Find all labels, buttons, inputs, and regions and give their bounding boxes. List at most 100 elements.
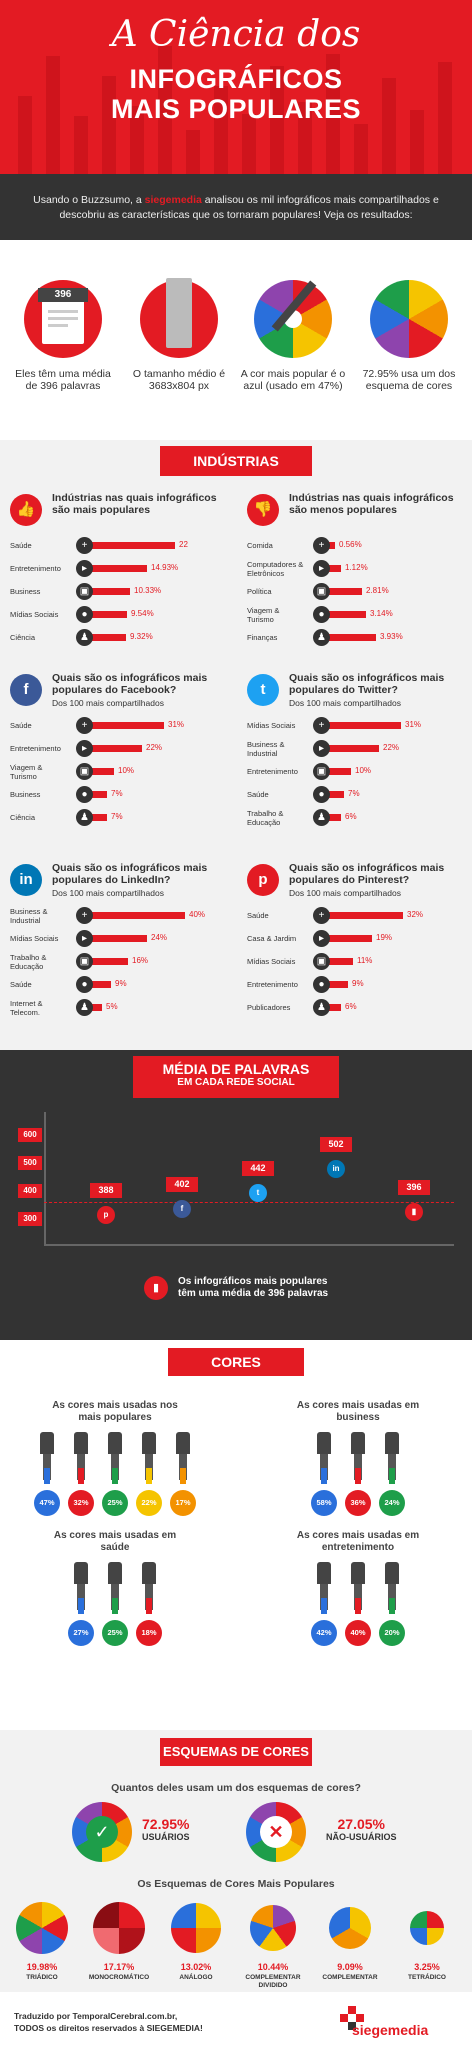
scheme-value: 9.09% — [337, 1962, 363, 1972]
color-percent: 42% — [311, 1620, 337, 1646]
pinterest-icon: p — [97, 1205, 115, 1224]
bar-row: Saúde +22 — [10, 534, 235, 557]
x-icon: ✕ — [260, 1816, 292, 1848]
color-percent: 25% — [102, 1620, 128, 1646]
bar-value: 1.12% — [345, 563, 368, 572]
category-icon: + — [313, 537, 330, 554]
scheme-wheel — [329, 1907, 371, 1949]
bar-row: Saúde +31% — [10, 714, 235, 737]
bar-value: 5% — [106, 1002, 118, 1011]
bar-value: 7% — [348, 789, 360, 798]
bar-value: 22 — [179, 540, 188, 549]
block-header: t Quais são os infográficos mais populare… — [247, 670, 472, 714]
block-title: Quais são os infográficos mais populares… — [52, 862, 208, 886]
point-label: 502 — [320, 1137, 352, 1153]
bar-label: Ciência — [10, 633, 36, 642]
bar-row: Entretenimento ▸ 22% — [10, 737, 235, 760]
bar-row: Saúde +32% — [247, 904, 472, 927]
title-line-1: INFOGRÁFICOS — [129, 64, 343, 94]
dropper-icon: 17% — [170, 1432, 196, 1522]
nonusers-stat: 27.05% NÃO-USUÁRIOS — [326, 1816, 397, 1842]
bar-value: 9.54% — [131, 609, 154, 618]
bar-label: Saúde — [247, 790, 269, 799]
dropper-icon: 58% — [311, 1432, 337, 1522]
bar — [327, 565, 341, 572]
colors-section: CORES As cores mais usadas nos mais popu… — [0, 1340, 472, 1730]
scheme-wheel — [93, 1902, 145, 1954]
stat-words-text: Eles têm uma média de 396 palavras — [15, 368, 111, 392]
bar-label: Viagem & Turismo — [247, 605, 280, 624]
color-wheel-dropper-icon — [254, 280, 332, 358]
bar-label: Saúde — [247, 911, 269, 920]
industry-block-popular: 👍 Indústrias nas quais infográficos são m… — [10, 490, 235, 649]
linkedin-icon: in — [327, 1160, 345, 1179]
dropper-icon: 40% — [345, 1562, 371, 1652]
scheme-value: 10.44% — [257, 1962, 289, 1972]
bar — [327, 912, 403, 919]
category-icon: ♟ — [313, 629, 330, 646]
category-icon: ● — [313, 976, 330, 993]
facebook-icon: f — [10, 674, 42, 706]
bar-row: Finanças ♟ 3.93% — [247, 626, 472, 649]
y-tick: 500 — [18, 1156, 42, 1170]
block-title: Quais são os infográficos mais populares… — [289, 862, 445, 886]
bar — [90, 634, 126, 641]
color-group-title: As cores mais usadas em entretenimento — [296, 1530, 420, 1553]
bar-label: Business — [10, 587, 41, 596]
stat-color: A cor mais popular é o azul (usado em 47… — [238, 280, 348, 392]
dropper-icon: 27% — [68, 1562, 94, 1652]
color-group-title: As cores mais usadas em saúde — [53, 1530, 177, 1553]
category-icon: + — [313, 907, 330, 924]
bar-label: Política — [247, 587, 272, 596]
schemes-banner: ESQUEMAS DE CORES — [160, 1738, 312, 1766]
colors-banner: CORES — [168, 1348, 304, 1376]
color-percent: 18% — [136, 1620, 162, 1646]
color-percent: 40% — [345, 1620, 371, 1646]
words-caption: Os infográficos mais populares têm uma m… — [178, 1276, 328, 1300]
bar-row: Computadores & Eletrônicos ▸ 1.12% — [247, 557, 472, 580]
bar-value: 2.81% — [366, 586, 389, 595]
words-banner-title: MÉDIA DE PALAVRAS — [162, 1061, 310, 1077]
stat-scheme: 72.95% usa um dos esquema de cores — [354, 280, 464, 392]
stat-scheme-text: 72.95% usa um dos esquema de cores — [362, 368, 456, 392]
bar-value: 6% — [345, 812, 357, 821]
dropper-icon: 25% — [102, 1562, 128, 1652]
footer: Traduzido por TemporalCerebral.com.br, T… — [0, 1992, 472, 2048]
bar — [327, 981, 348, 988]
category-icon: ♟ — [76, 629, 93, 646]
scheme-wheel — [16, 1902, 68, 1954]
bar-label: Entretenimento — [247, 767, 298, 776]
bar-value: 10.33% — [134, 586, 162, 595]
x-axis — [44, 1244, 454, 1246]
dropper-icon: 18% — [136, 1562, 162, 1652]
bar — [327, 791, 344, 798]
category-icon: + — [76, 907, 93, 924]
bar — [327, 634, 376, 641]
intro-brand: siegemedia — [144, 194, 202, 206]
bar-label: Business & Industrial — [10, 906, 48, 925]
industries-banner: INDÚSTRIAS — [160, 446, 312, 476]
bar-row: Ciência ♟ 9.32% — [10, 626, 235, 649]
header: A Ciência dos INFOGRÁFICOS MAIS POPULARE… — [0, 0, 472, 174]
bar-row: Trabalho & Educação ♟ 6% — [247, 806, 472, 829]
scheme-label: TRIÁDICO — [26, 1974, 58, 1981]
dropper-icon: 24% — [379, 1432, 405, 1522]
color-percent: 36% — [345, 1490, 371, 1516]
users-value: 72.95% — [142, 1816, 190, 1832]
bar-value: 24% — [151, 933, 168, 942]
bar — [327, 542, 335, 549]
y-tick: 600 — [18, 1128, 42, 1142]
category-icon: + — [313, 717, 330, 734]
bar-label: Trabalho & Educação — [10, 952, 47, 971]
bar — [327, 814, 341, 821]
bar-row: Saúde ● 7% — [247, 783, 472, 806]
industry-block-facebook: f Quais são os infográficos mais populare… — [10, 670, 235, 829]
color-group-title: As cores mais usadas nos mais populares — [52, 1400, 178, 1423]
bar-value: 31% — [168, 720, 185, 729]
color-group: As cores mais usadas em entretenimento 42… — [254, 1530, 462, 1652]
bar-row: Trabalho & Educação ▣ 16% — [10, 950, 235, 973]
siegemedia-logo-icon — [340, 2006, 364, 2030]
bar — [90, 722, 164, 729]
thumbs-up-icon: 👍 — [10, 494, 42, 526]
point-label: 402 — [166, 1177, 198, 1193]
